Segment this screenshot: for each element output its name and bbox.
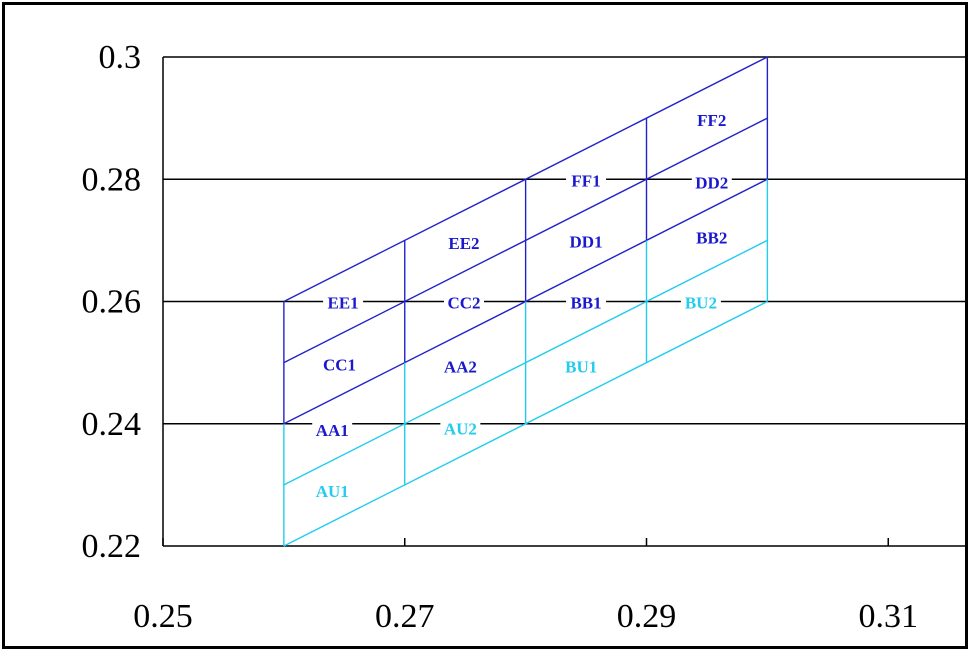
cell-label-background (312, 419, 353, 438)
cell-label-background (566, 170, 607, 189)
y-tick-label: 0.22 (82, 528, 142, 565)
cell-label-background (691, 109, 732, 128)
cell-label-background (312, 480, 353, 499)
cell-label: CC2 (447, 294, 480, 313)
cell-label-background (691, 227, 732, 246)
cell-label: DD1 (570, 233, 603, 252)
x-tick-label: 0.29 (617, 598, 677, 635)
cell-label-background (566, 292, 607, 311)
cell-label-background (691, 172, 732, 191)
cell-label: FF1 (571, 171, 600, 190)
cell-label: BU1 (565, 357, 597, 376)
cell-label-background (680, 292, 721, 311)
y-tick-label: 0.28 (82, 161, 142, 198)
cell-label: AA2 (444, 357, 477, 376)
cell-label: CC1 (323, 355, 356, 374)
cell-label-background (561, 356, 602, 375)
cell-label: AU2 (444, 420, 477, 439)
cell-label: AU1 (316, 482, 349, 501)
cell-label: BB2 (696, 228, 727, 247)
cell-label: BU2 (685, 294, 717, 313)
y-tick-label: 0.3 (99, 39, 142, 76)
cell-label-background (443, 292, 484, 311)
cell-label: EE1 (328, 294, 359, 313)
cell-label-background (440, 356, 481, 375)
x-tick-label: 0.25 (133, 598, 193, 635)
cell-label-background (323, 292, 364, 311)
y-tick-label: 0.24 (82, 406, 142, 443)
cell-label-background (319, 354, 360, 373)
cell-label-background (443, 232, 484, 251)
cell-label: DD2 (695, 173, 728, 192)
cell-label-background (566, 231, 607, 250)
cell-label: EE2 (448, 234, 479, 253)
x-tick-label: 0.31 (859, 598, 919, 635)
cell-label: AA1 (316, 421, 349, 440)
y-tick-label: 0.26 (82, 284, 142, 321)
cell-label: FF2 (697, 111, 726, 130)
cell-label: BB1 (570, 294, 601, 313)
cell-label-background (440, 418, 481, 437)
x-tick-label: 0.27 (375, 598, 435, 635)
